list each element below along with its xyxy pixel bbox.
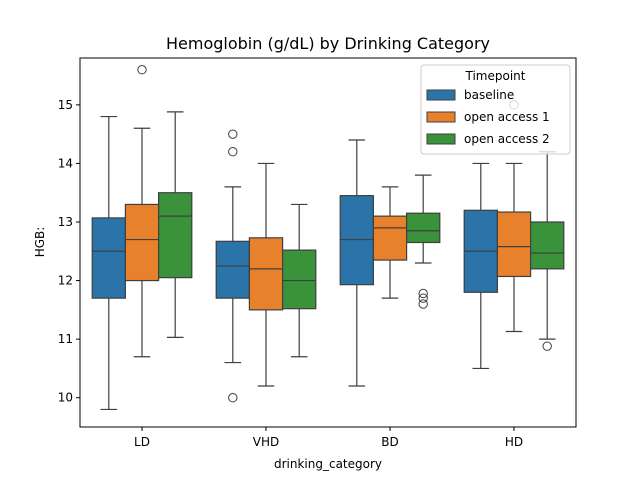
- y-tick-label: 15: [58, 98, 73, 112]
- box-iqr: [282, 249, 317, 310]
- y-axis-label: HGB:: [33, 227, 47, 258]
- legend-swatch: [426, 111, 456, 123]
- box-iqr: [248, 237, 284, 311]
- y-tick-label: 11: [58, 332, 73, 346]
- box-open-access-2-BD: [406, 174, 441, 309]
- y-tick-label: 14: [58, 156, 73, 170]
- box-iqr: [372, 215, 408, 261]
- box-iqr: [91, 217, 126, 299]
- plot-area: [91, 65, 565, 411]
- outlier-point: [228, 147, 238, 157]
- x-axis-label: drinking_category: [274, 457, 382, 471]
- box-open-access-1-LD: [124, 65, 160, 358]
- box-baseline-LD: [91, 115, 126, 411]
- y-tick-label: 10: [58, 391, 73, 405]
- box-iqr: [496, 211, 532, 278]
- legend-swatch: [426, 133, 456, 145]
- box-open-access-1-VHD: [248, 162, 284, 387]
- legend-title: Timepoint: [465, 69, 526, 83]
- box-iqr: [529, 221, 565, 270]
- box-iqr: [158, 192, 193, 279]
- box-open-access-1-HD: [496, 100, 532, 333]
- box-open-access-2-VHD: [282, 203, 317, 358]
- box-baseline-BD: [339, 139, 375, 387]
- y-tick-label: 12: [58, 274, 73, 288]
- legend-label: open access 1: [464, 110, 550, 124]
- box-iqr: [406, 212, 441, 244]
- x-tick-label: BD: [381, 435, 398, 449]
- outlier-point: [418, 299, 428, 309]
- x-tick-label: HD: [505, 435, 523, 449]
- legend-label: open access 2: [464, 132, 550, 146]
- box-baseline-VHD: [215, 129, 250, 403]
- outlier-point: [137, 65, 147, 75]
- outlier-point: [418, 288, 428, 299]
- legend-swatch: [426, 89, 456, 101]
- legend: Timepoint baseline open access 1 open acces…: [420, 64, 571, 155]
- legend-item: open access 1: [426, 110, 550, 124]
- y-tick-label: 13: [58, 215, 73, 229]
- box-iqr: [215, 240, 250, 299]
- x-axis: LD VHD BD HD: [134, 427, 523, 449]
- legend-label: baseline: [464, 88, 514, 102]
- plot-frame: [79, 57, 577, 428]
- box-open-access-1-BD: [372, 186, 408, 299]
- box-iqr: [124, 203, 160, 282]
- chart-title: Hemoglobin (g/dL) by Drinking Category: [166, 34, 490, 53]
- box-baseline-HD: [463, 162, 499, 370]
- legend-frame: [420, 64, 571, 155]
- box-open-access-2-HD: [529, 151, 565, 351]
- outlier-point: [418, 293, 428, 303]
- box-open-access-2-LD: [158, 111, 193, 338]
- y-axis: 10 11 12 13 14 15: [58, 98, 80, 405]
- x-tick-label: LD: [134, 435, 150, 449]
- outlier-point: [228, 393, 238, 403]
- outlier-point: [542, 341, 552, 351]
- x-tick-label: VHD: [253, 435, 279, 449]
- legend-item: baseline: [426, 88, 514, 102]
- legend-item: open access 2: [426, 132, 550, 146]
- outlier-point: [228, 129, 238, 139]
